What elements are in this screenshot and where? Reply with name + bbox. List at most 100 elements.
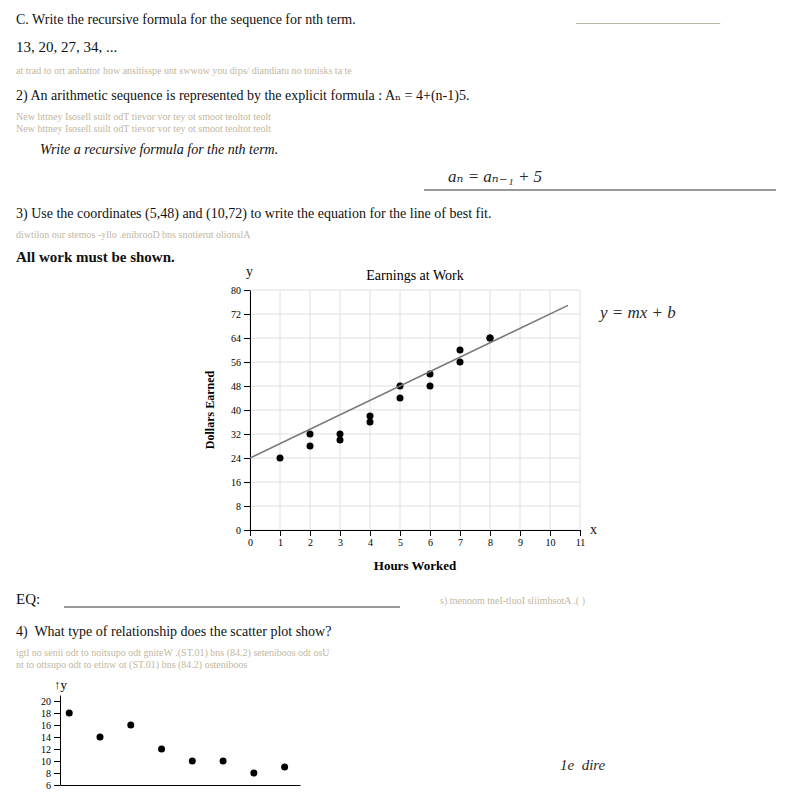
- tick: 16: [231, 477, 250, 488]
- tick-label: 56: [231, 357, 241, 368]
- faint-text: New httney Isosell suilt odT tievor vor …: [16, 123, 271, 134]
- point: [427, 383, 434, 390]
- point: [307, 431, 314, 438]
- tick: 48: [231, 381, 250, 392]
- faint-text: diwtilon our stemos -yllo .enibrooD bns …: [16, 229, 251, 240]
- tick-label: 80: [231, 285, 241, 296]
- tick-label: 0: [236, 525, 241, 536]
- annotation: C. Write the recursive formula for the s…: [16, 12, 356, 27]
- point: [127, 722, 134, 729]
- tick: 18: [41, 708, 60, 719]
- tick-label: 72: [231, 309, 241, 320]
- tick-label: 14: [41, 732, 51, 743]
- point: [189, 758, 196, 765]
- tick: 11: [576, 530, 586, 548]
- marks: [66, 710, 288, 777]
- annotation: ________________________: [575, 11, 721, 25]
- tick: 16: [41, 720, 60, 731]
- grid-line: [250, 410, 580, 411]
- tick: 6: [46, 780, 60, 791]
- tick: 0: [236, 525, 250, 536]
- tick-label: 6: [46, 780, 51, 791]
- point: [250, 770, 257, 777]
- tick-mark: [460, 530, 461, 536]
- tick: 9: [518, 530, 523, 548]
- tick: 7: [458, 530, 463, 548]
- point: [487, 335, 494, 342]
- tick-mark: [244, 314, 250, 315]
- tick: 8: [236, 501, 250, 512]
- point: [487, 335, 494, 342]
- tick-label: 8: [488, 537, 493, 548]
- tick: 1: [278, 530, 283, 548]
- tick: 12: [41, 744, 60, 755]
- y-axis-title: Dollars Earned: [203, 371, 217, 450]
- grid-line: [250, 458, 580, 459]
- tick: 72: [231, 309, 250, 320]
- tick-mark: [280, 530, 281, 536]
- tick: 8: [488, 530, 493, 548]
- tick: 6: [428, 530, 433, 548]
- tick: 14: [41, 732, 60, 743]
- page: 0123456789101108162432404856647280Earnin…: [0, 0, 800, 800]
- y-axis: 08162432404856647280: [231, 285, 251, 536]
- tick-label: 8: [46, 768, 51, 779]
- tick-label: 11: [576, 537, 586, 548]
- grid-line: [250, 314, 580, 315]
- tick-mark: [430, 530, 431, 536]
- tick: 10: [546, 530, 556, 548]
- point: [457, 359, 464, 366]
- tick-label: 18: [41, 708, 51, 719]
- annotation: All work must be shown.: [16, 249, 175, 265]
- annotation: EQ:: [16, 591, 40, 607]
- tick-mark: [250, 530, 251, 536]
- tick-mark: [244, 362, 250, 363]
- tick-label: 4: [368, 537, 373, 548]
- annotation: 3) Use the coordinates (5,48) and (10,72…: [16, 206, 491, 222]
- tick-label: 48: [231, 381, 241, 392]
- annotation: Write a recursive formula for the nth te…: [40, 142, 278, 157]
- tick-mark: [244, 410, 250, 411]
- annotation: 1e dire: [560, 757, 606, 773]
- tick-mark: [490, 530, 491, 536]
- tick-mark: [580, 530, 581, 536]
- tick-mark: [244, 338, 250, 339]
- underline: [424, 190, 776, 191]
- tick: 32: [231, 429, 250, 440]
- annotation: 2) An arithmetic sequence is represented…: [16, 88, 469, 104]
- tick-mark: [54, 701, 60, 702]
- tick-label: 20: [41, 696, 51, 707]
- tick-label: 32: [231, 429, 241, 440]
- grid: [250, 290, 580, 530]
- grid-line: [250, 506, 580, 507]
- point: [367, 413, 374, 420]
- tick-mark: [244, 386, 250, 387]
- tick-label: 5: [398, 537, 403, 548]
- annotation: x: [590, 522, 597, 537]
- tick: 56: [231, 357, 250, 368]
- tick-mark: [244, 482, 250, 483]
- tick-mark: [54, 713, 60, 714]
- chart-title: Earnings at Work: [366, 268, 463, 283]
- tick-mark: [400, 530, 401, 536]
- point: [220, 758, 227, 765]
- y-axis-title: ↑y: [54, 677, 68, 692]
- tick: 8: [46, 768, 60, 779]
- grid-line: [250, 530, 580, 531]
- annotation: 4) What type of relationship does the sc…: [16, 624, 331, 640]
- faint-text: s) tnenoom tneI-tluoI sliimhsotA .( ): [440, 595, 585, 607]
- tick-label: 10: [41, 756, 51, 767]
- tick: 80: [231, 285, 250, 296]
- faint-text: at trad to ort anhattor how ansitisspe u…: [16, 65, 352, 76]
- point: [97, 734, 104, 741]
- tick-label: 0: [248, 537, 253, 548]
- x-axis: [61, 785, 301, 786]
- faint-text: New httney Isosell suilt odT tievor vor …: [16, 111, 271, 122]
- tick-label: 10: [546, 537, 556, 548]
- tick: 0: [248, 530, 253, 548]
- tick-label: 40: [231, 405, 241, 416]
- tick-label: 7: [458, 537, 463, 548]
- tick: 40: [231, 405, 250, 416]
- tick: 20: [41, 696, 60, 707]
- marks: [250, 305, 568, 461]
